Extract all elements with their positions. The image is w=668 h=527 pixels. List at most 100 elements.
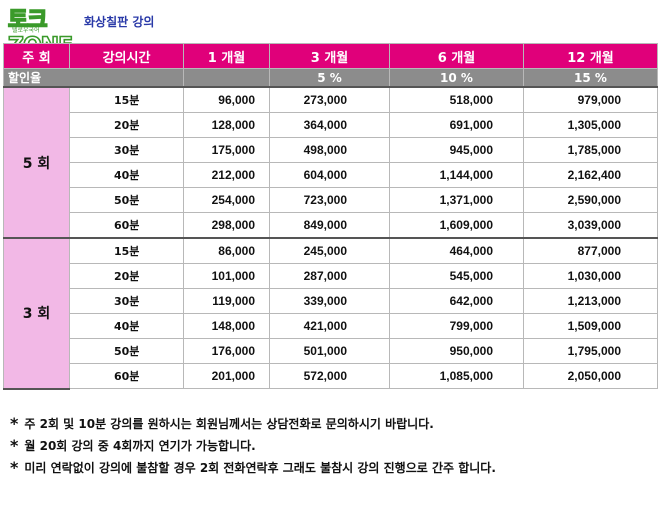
price-1-month: 86,000 [183,237,270,264]
price-3-month: 498,000 [269,137,390,163]
table-row: 60분 201,000 572,000 1,085,000 2,050,000 [4,363,658,389]
price-3-month: 723,000 [269,187,390,213]
header-3-month: 3 개월 [269,43,390,69]
group-label: 3 회 [3,237,70,390]
price-6-month: 1,609,000 [389,212,524,239]
price-12-month: 1,030,000 [523,263,658,289]
table-row: 40분 148,000 421,000 799,000 1,509,000 [4,313,658,339]
lesson-time: 50분 [69,338,184,364]
price-6-month: 1,144,000 [389,162,524,188]
lesson-time: 20분 [69,112,184,138]
price-6-month: 1,371,000 [389,187,524,213]
discount-value: 10 % [389,68,524,88]
header-week: 주 회 [3,43,70,69]
price-12-month: 2,162,400 [523,162,658,188]
price-12-month: 1,213,000 [523,288,658,314]
price-6-month: 1,085,000 [389,363,524,389]
lesson-time: 60분 [69,212,184,239]
lesson-time: 50분 [69,187,184,213]
price-12-month: 877,000 [523,237,658,264]
price-3-month: 849,000 [269,212,390,239]
note-text: 월 20회 강의 중 4회까지 연기가 가능합니다. [24,439,256,453]
price-3-month: 339,000 [269,288,390,314]
price-1-month: 201,000 [183,363,270,389]
table-row: 60분 298,000 849,000 1,609,000 3,039,000 [4,212,658,239]
page-header: 토크ZONE 텔로우국어 화상칠판 강의 [4,4,664,60]
discount-row: 할인율 5 % 10 % 15 % [3,68,658,88]
header-row: 주 회 강의시간 1 개월 3 개월 6 개월 12 개월 [3,43,658,69]
header-1-month: 1 개월 [183,43,270,69]
discount-value [183,68,270,88]
table-row: 50분 176,000 501,000 950,000 1,795,000 [4,338,658,364]
lesson-time: 40분 [69,313,184,339]
asterisk-icon: * [10,414,19,433]
logo: 토크ZONE 텔로우국어 [4,4,74,60]
price-6-month: 545,000 [389,263,524,289]
price-3-month: 287,000 [269,263,390,289]
price-1-month: 96,000 [183,86,270,113]
price-1-month: 176,000 [183,338,270,364]
page-title: 화상칠판 강의 [84,15,155,29]
discount-value: 15 % [523,68,658,88]
price-1-month: 128,000 [183,112,270,138]
logo-subtext: 텔로우국어 [12,27,40,34]
note-item: * 주 2회 및 10분 강의를 원하시는 회원님께서는 상담전화로 문의하시기 … [10,413,660,435]
table-row: 40분 212,000 604,000 1,144,000 2,162,400 [4,162,658,188]
lesson-time: 40분 [69,162,184,188]
price-12-month: 1,509,000 [523,313,658,339]
asterisk-icon: * [10,458,19,477]
price-6-month: 518,000 [389,86,524,113]
header-12-month: 12 개월 [523,43,658,69]
lesson-time: 60분 [69,363,184,389]
price-1-month: 212,000 [183,162,270,188]
header-lesson-time: 강의시간 [69,43,184,69]
table-row: 20분 128,000 364,000 691,000 1,305,000 [4,112,658,138]
price-3-month: 421,000 [269,313,390,339]
note-item: * 미리 연락없이 강의에 불참할 경우 2회 전화연락후 그래도 불참시 강의 … [10,457,660,479]
price-6-month: 691,000 [389,112,524,138]
price-3-month: 501,000 [269,338,390,364]
price-table: 주 회 강의시간 1 개월 3 개월 6 개월 12 개월 할인율 5 % 10 % 15 % 5 … [3,43,658,390]
discount-label: 할인율 [3,68,184,88]
lesson-time: 15분 [69,237,184,264]
price-6-month: 799,000 [389,313,524,339]
note-text: 주 2회 및 10분 강의를 원하시는 회원님께서는 상담전화로 문의하시기 바… [24,417,434,431]
price-1-month: 119,000 [183,288,270,314]
note-item: * 월 20회 강의 중 4회까지 연기가 가능합니다. [10,435,660,457]
lesson-time: 15분 [69,86,184,113]
price-1-month: 175,000 [183,137,270,163]
table-row: 5 회 15분 96,000 273,000 518,000 979,000 [3,86,658,239]
lesson-time: 20분 [69,263,184,289]
lesson-time: 30분 [69,288,184,314]
price-1-month: 254,000 [183,187,270,213]
lesson-time: 30분 [69,137,184,163]
price-12-month: 3,039,000 [523,212,658,239]
note-text: 미리 연락없이 강의에 불참할 경우 2회 전화연락후 그래도 불참시 강의 진… [24,461,496,475]
asterisk-icon: * [10,436,19,455]
price-12-month: 2,590,000 [523,187,658,213]
price-12-month: 979,000 [523,86,658,113]
group-label: 5 회 [3,86,70,239]
price-12-month: 1,305,000 [523,112,658,138]
price-3-month: 604,000 [269,162,390,188]
price-6-month: 945,000 [389,137,524,163]
price-1-month: 148,000 [183,313,270,339]
table-row: 30분 175,000 498,000 945,000 1,785,000 [4,137,658,163]
notes: * 주 2회 및 10분 강의를 원하시는 회원님께서는 상담전화로 문의하시기 … [10,413,660,479]
price-3-month: 572,000 [269,363,390,389]
price-12-month: 1,785,000 [523,137,658,163]
header-6-month: 6 개월 [389,43,524,69]
table-row: 50분 254,000 723,000 1,371,000 2,590,000 [4,187,658,213]
price-12-month: 1,795,000 [523,338,658,364]
table-row: 3 회 15분 86,000 245,000 464,000 877,000 [3,237,658,390]
price-1-month: 101,000 [183,263,270,289]
price-3-month: 273,000 [269,86,390,113]
table-row: 30분 119,000 339,000 642,000 1,213,000 [4,288,658,314]
price-12-month: 2,050,000 [523,363,658,389]
price-1-month: 298,000 [183,212,270,239]
price-6-month: 642,000 [389,288,524,314]
price-3-month: 245,000 [269,237,390,264]
price-6-month: 950,000 [389,338,524,364]
discount-value: 5 % [269,68,390,88]
table-row: 20분 101,000 287,000 545,000 1,030,000 [4,263,658,289]
